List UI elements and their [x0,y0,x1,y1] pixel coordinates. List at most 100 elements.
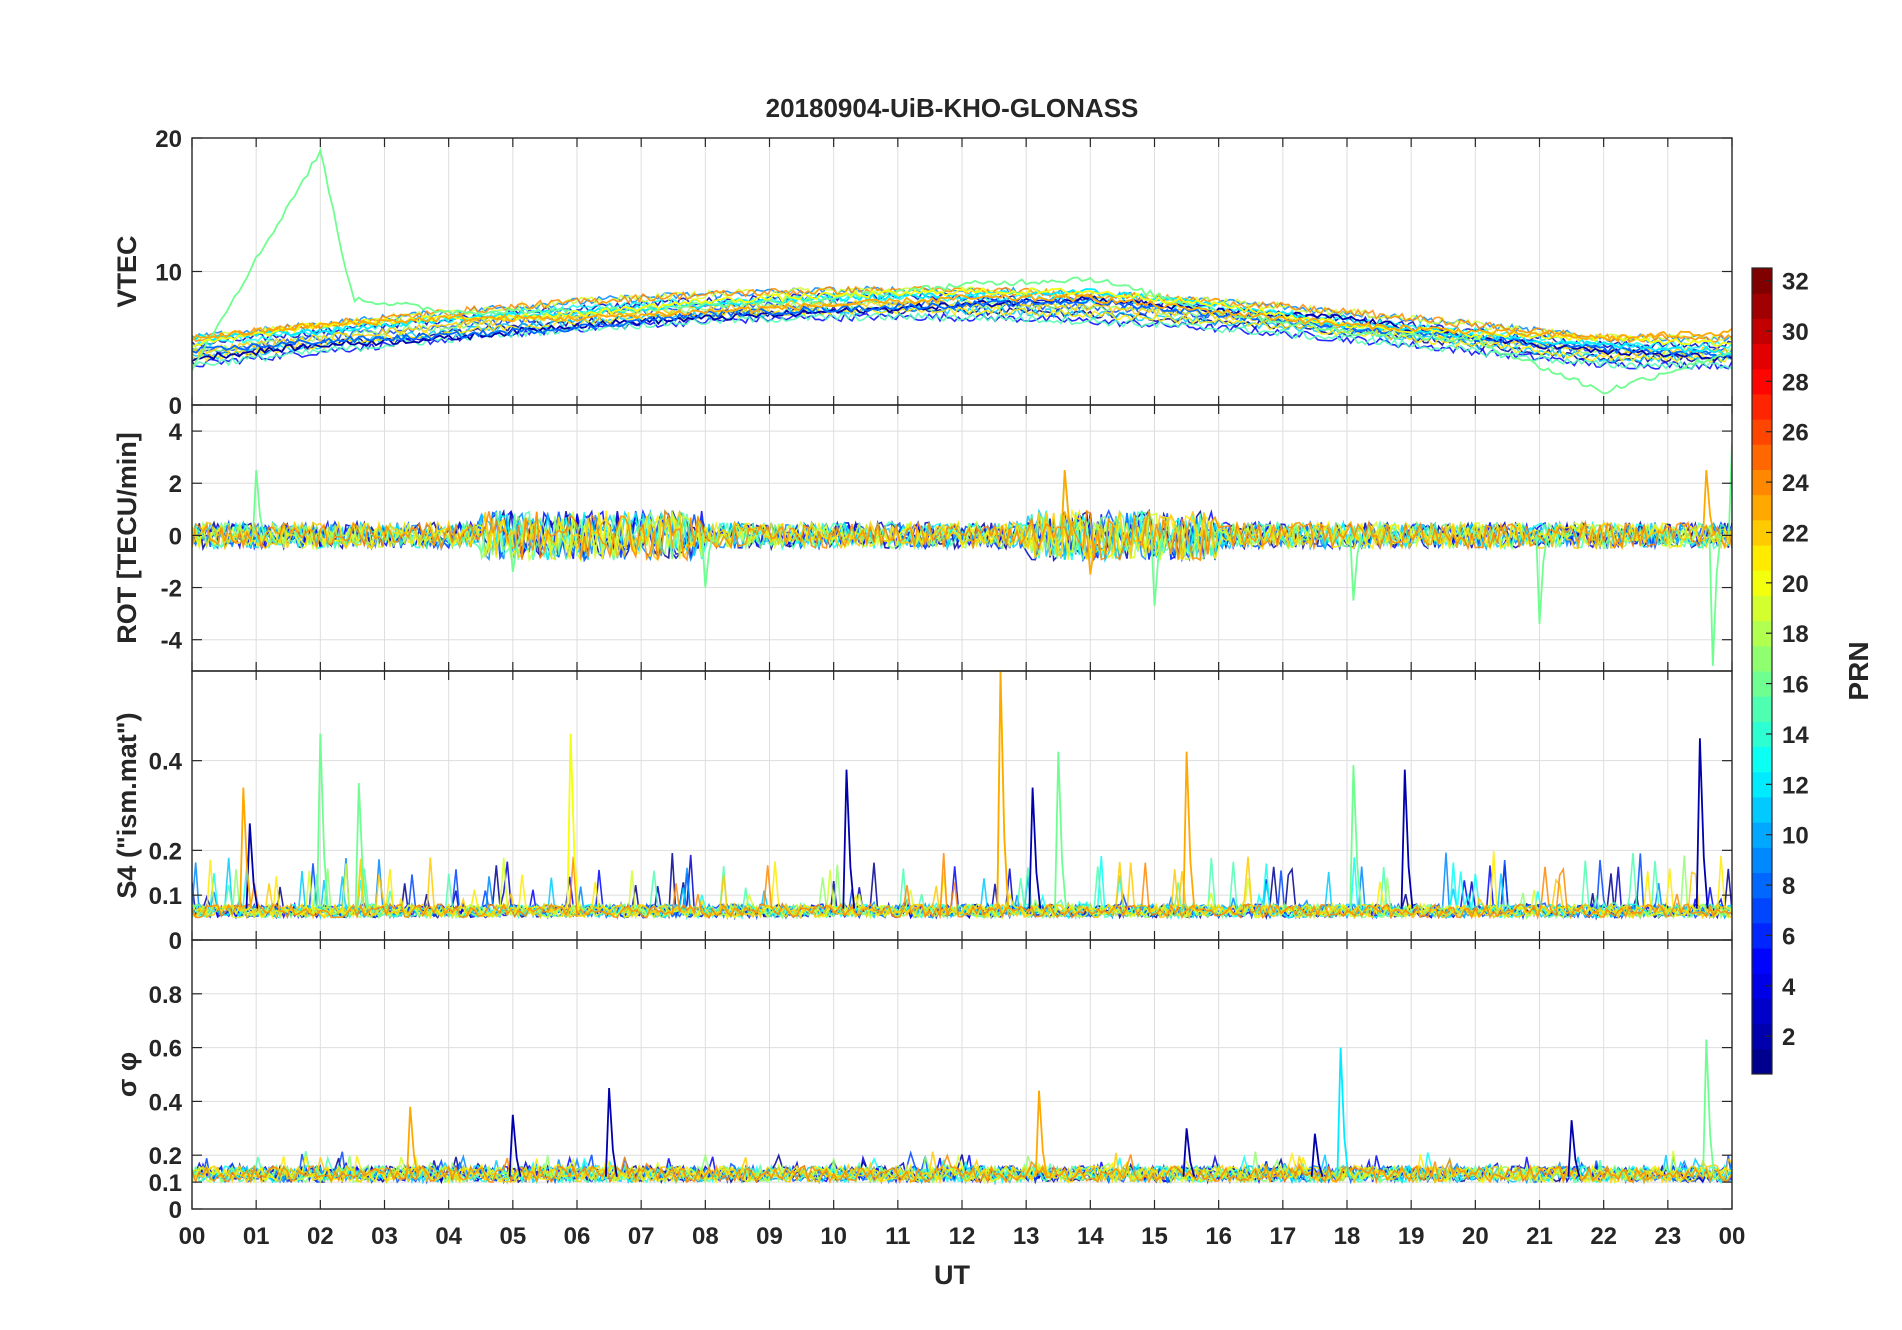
colorbar-segment [1752,973,1772,999]
series-prn-8 [192,297,1732,358]
x-tick-label: 15 [1141,1223,1168,1250]
colorbar-segment [1752,645,1772,672]
series-texture-prn-24 [192,853,1732,921]
y-axis-label-sigma_phi: σ φ [112,1052,142,1097]
colorbar-tick-label: 22 [1782,520,1809,547]
colorbar-segment [1752,696,1772,722]
colorbar-tick-label: 8 [1782,873,1795,900]
series-texture-prn-24 [192,509,1732,562]
series-texture-prn-21 [192,305,1732,364]
colorbar-segment [1752,771,1772,798]
colorbar-segment [1752,620,1772,647]
x-tick-label: 12 [949,1223,976,1250]
colorbar-segment [1752,796,1772,823]
colorbar-tick-label: 30 [1782,319,1809,346]
panel-vtec: 0 10 20 VTEC [112,126,1733,420]
y-tick-label: 0 [169,523,182,550]
x-tick-label: 10 [820,1223,847,1250]
colorbar-segment [1752,268,1772,294]
x-tick-label: 07 [628,1223,655,1250]
figure-title: 20180904-UiB-KHO-GLONASS [766,93,1139,123]
series-prn-23 [239,671,1196,909]
colorbar-tick-label: 14 [1782,722,1809,749]
panel-s4: 0 0.1 0.2 0.4 S4 ("ism.mat") [112,670,1733,955]
y-tick-label: 10 [155,260,182,287]
colorbar-segment [1752,721,1772,748]
series-group [192,444,1732,666]
colorbar-segment [1752,746,1772,773]
series-prn-2 [508,1087,1581,1177]
series-texture-prn-22 [192,856,1732,920]
y-axis-label-rot: ROT [TECU/min] [112,432,142,643]
colorbar-frame [1751,267,1773,1075]
colorbar-tick-label: 6 [1782,923,1795,950]
x-tick-labels: 00 01 02 03 04 05 06 07 08 09 10 11 12 13 14 15 16 17 18 19… [179,1223,1746,1250]
colorbar-tick-label: 12 [1782,772,1809,799]
colorbar-tick-label: 4 [1782,974,1796,1001]
x-tick-label: 21 [1526,1223,1553,1250]
colorbar-segment [1752,343,1772,370]
series-texture-prn-19 [192,285,1732,344]
x-tick-label: 09 [756,1223,783,1250]
x-tick-label: 03 [371,1223,398,1250]
series-prn-20 [192,287,1732,349]
panel-sigma_phi: 00.10.2 0.4 0.6 0.8 σ φ [112,939,1733,1224]
colorbar-tick-label: 32 [1782,269,1809,296]
y-tick-label: 0.1 [149,1170,182,1197]
x-tick-label: 08 [692,1223,719,1250]
x-tick-label: 04 [435,1223,462,1250]
y-tick-label: 2 [169,471,182,498]
y-tick-label: 0.6 [149,1036,182,1063]
colorbar-segment [1752,1048,1772,1075]
y-tick-label: 0.8 [149,982,182,1009]
series-texture-prn-22 [192,510,1732,562]
y-tick-label: 0.4 [149,1089,183,1116]
colorbar-segment [1752,519,1772,546]
colorbar-segment [1752,318,1772,345]
x-tick-label: 23 [1654,1223,1681,1250]
colorbar-tick-label: 26 [1782,420,1809,447]
series-texture-prn-13 [192,292,1732,351]
colorbar-segment [1752,847,1772,873]
series-texture-prn-15 [192,311,1732,371]
colorbar-segment [1752,1023,1772,1050]
x-tick-label: 20 [1462,1223,1489,1250]
series-texture-prn-24 [192,1153,1732,1185]
x-tick-label: 00 [179,1223,206,1250]
colorbar-segment [1752,948,1772,974]
colorbar-segment [1752,293,1772,319]
y-tick-label: 0 [169,393,182,420]
series-prn-16 [1702,1039,1715,1177]
colorbar-tick-label: 20 [1782,571,1809,598]
colorbar-tick-label: 10 [1782,823,1809,850]
series-prn-23 [406,1090,1048,1177]
x-axis-label: UT [934,1260,970,1290]
x-tick-label: 11 [885,1223,910,1250]
colorbar-segment [1752,671,1772,697]
colorbar-tick-label: 2 [1782,1024,1795,1051]
x-tick-label: 22 [1590,1223,1617,1250]
colorbar-segment [1752,469,1772,496]
series-prn-16 [316,733,1362,909]
colorbar-segment [1752,444,1772,470]
series-prn-23 [192,293,1732,342]
colorbar-segment [1752,419,1772,445]
colorbar-segment [1752,897,1772,924]
colorbar-segment [1752,545,1772,571]
series-group [192,671,1732,921]
y-tick-label: 0.4 [149,749,183,776]
colorbar-segment [1752,822,1772,848]
series-prn-16 [192,147,1732,395]
x-tick-label: 01 [243,1223,270,1250]
x-tick-label: 17 [1269,1223,1296,1250]
y-tick-label: 0.2 [149,1143,182,1170]
panel-rot: -4 -2 0 2 4 ROT [TECU/min] [112,404,1733,672]
y-tick-label: 0 [169,928,182,955]
colorbar-segment [1752,570,1772,596]
colorbar-segment [1752,595,1772,622]
x-tick-label: 02 [307,1223,334,1250]
